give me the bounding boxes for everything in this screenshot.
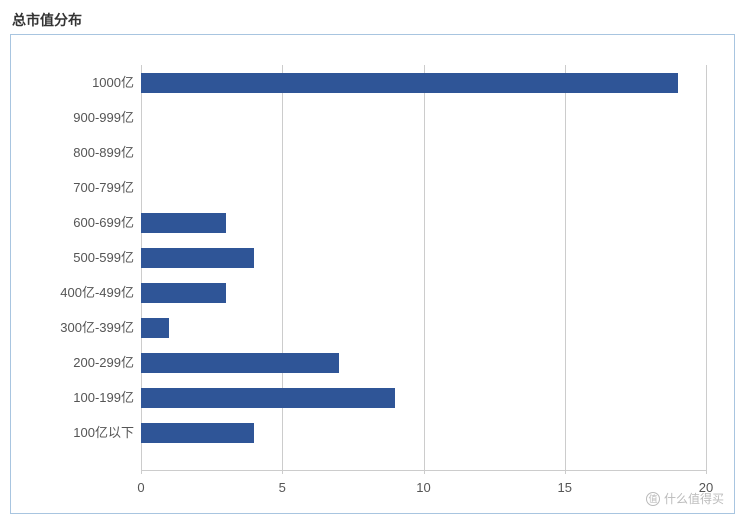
y-axis-label: 500-599亿 [14, 248, 134, 268]
x-tick [282, 468, 283, 474]
chart-title: 总市值分布 [10, 10, 735, 30]
x-axis-label: 15 [558, 480, 572, 495]
x-axis-label: 5 [279, 480, 286, 495]
watermark-text: 什么值得买 [664, 490, 724, 507]
y-axis-label: 200-299亿 [14, 353, 134, 373]
y-axis-label: 800-899亿 [14, 143, 134, 163]
y-axis-label: 400亿-499亿 [14, 283, 134, 303]
gridline [282, 65, 283, 470]
y-axis-label: 1000亿 [14, 73, 134, 93]
y-axis-label: 700-799亿 [14, 178, 134, 198]
y-axis-label: 900-999亿 [14, 108, 134, 128]
bar [141, 353, 339, 373]
bar [141, 318, 169, 338]
x-axis-label: 10 [416, 480, 430, 495]
bar [141, 213, 226, 233]
bar [141, 388, 395, 408]
x-axis-label: 20 [699, 480, 713, 495]
x-tick [424, 468, 425, 474]
bar [141, 248, 254, 268]
gridline [424, 65, 425, 470]
y-axis-label: 600-699亿 [14, 213, 134, 233]
bar [141, 73, 678, 93]
x-tick [565, 468, 566, 474]
x-tick [141, 468, 142, 474]
chart-container: 值 什么值得买 0 5 10 15 20 1000亿 900-999亿 800-899亿 700… [10, 34, 735, 514]
y-axis-label: 100-199亿 [14, 388, 134, 408]
bar [141, 423, 254, 443]
watermark-icon: 值 [646, 492, 660, 506]
x-axis-label: 0 [137, 480, 144, 495]
x-axis-line [141, 470, 706, 471]
y-axis-label: 100亿以下 [14, 423, 134, 443]
y-axis-label: 300亿-399亿 [14, 318, 134, 338]
gridline [706, 65, 707, 470]
gridline [565, 65, 566, 470]
plot-area [141, 65, 706, 470]
bar [141, 283, 226, 303]
gridline [141, 65, 142, 470]
x-tick [706, 468, 707, 474]
